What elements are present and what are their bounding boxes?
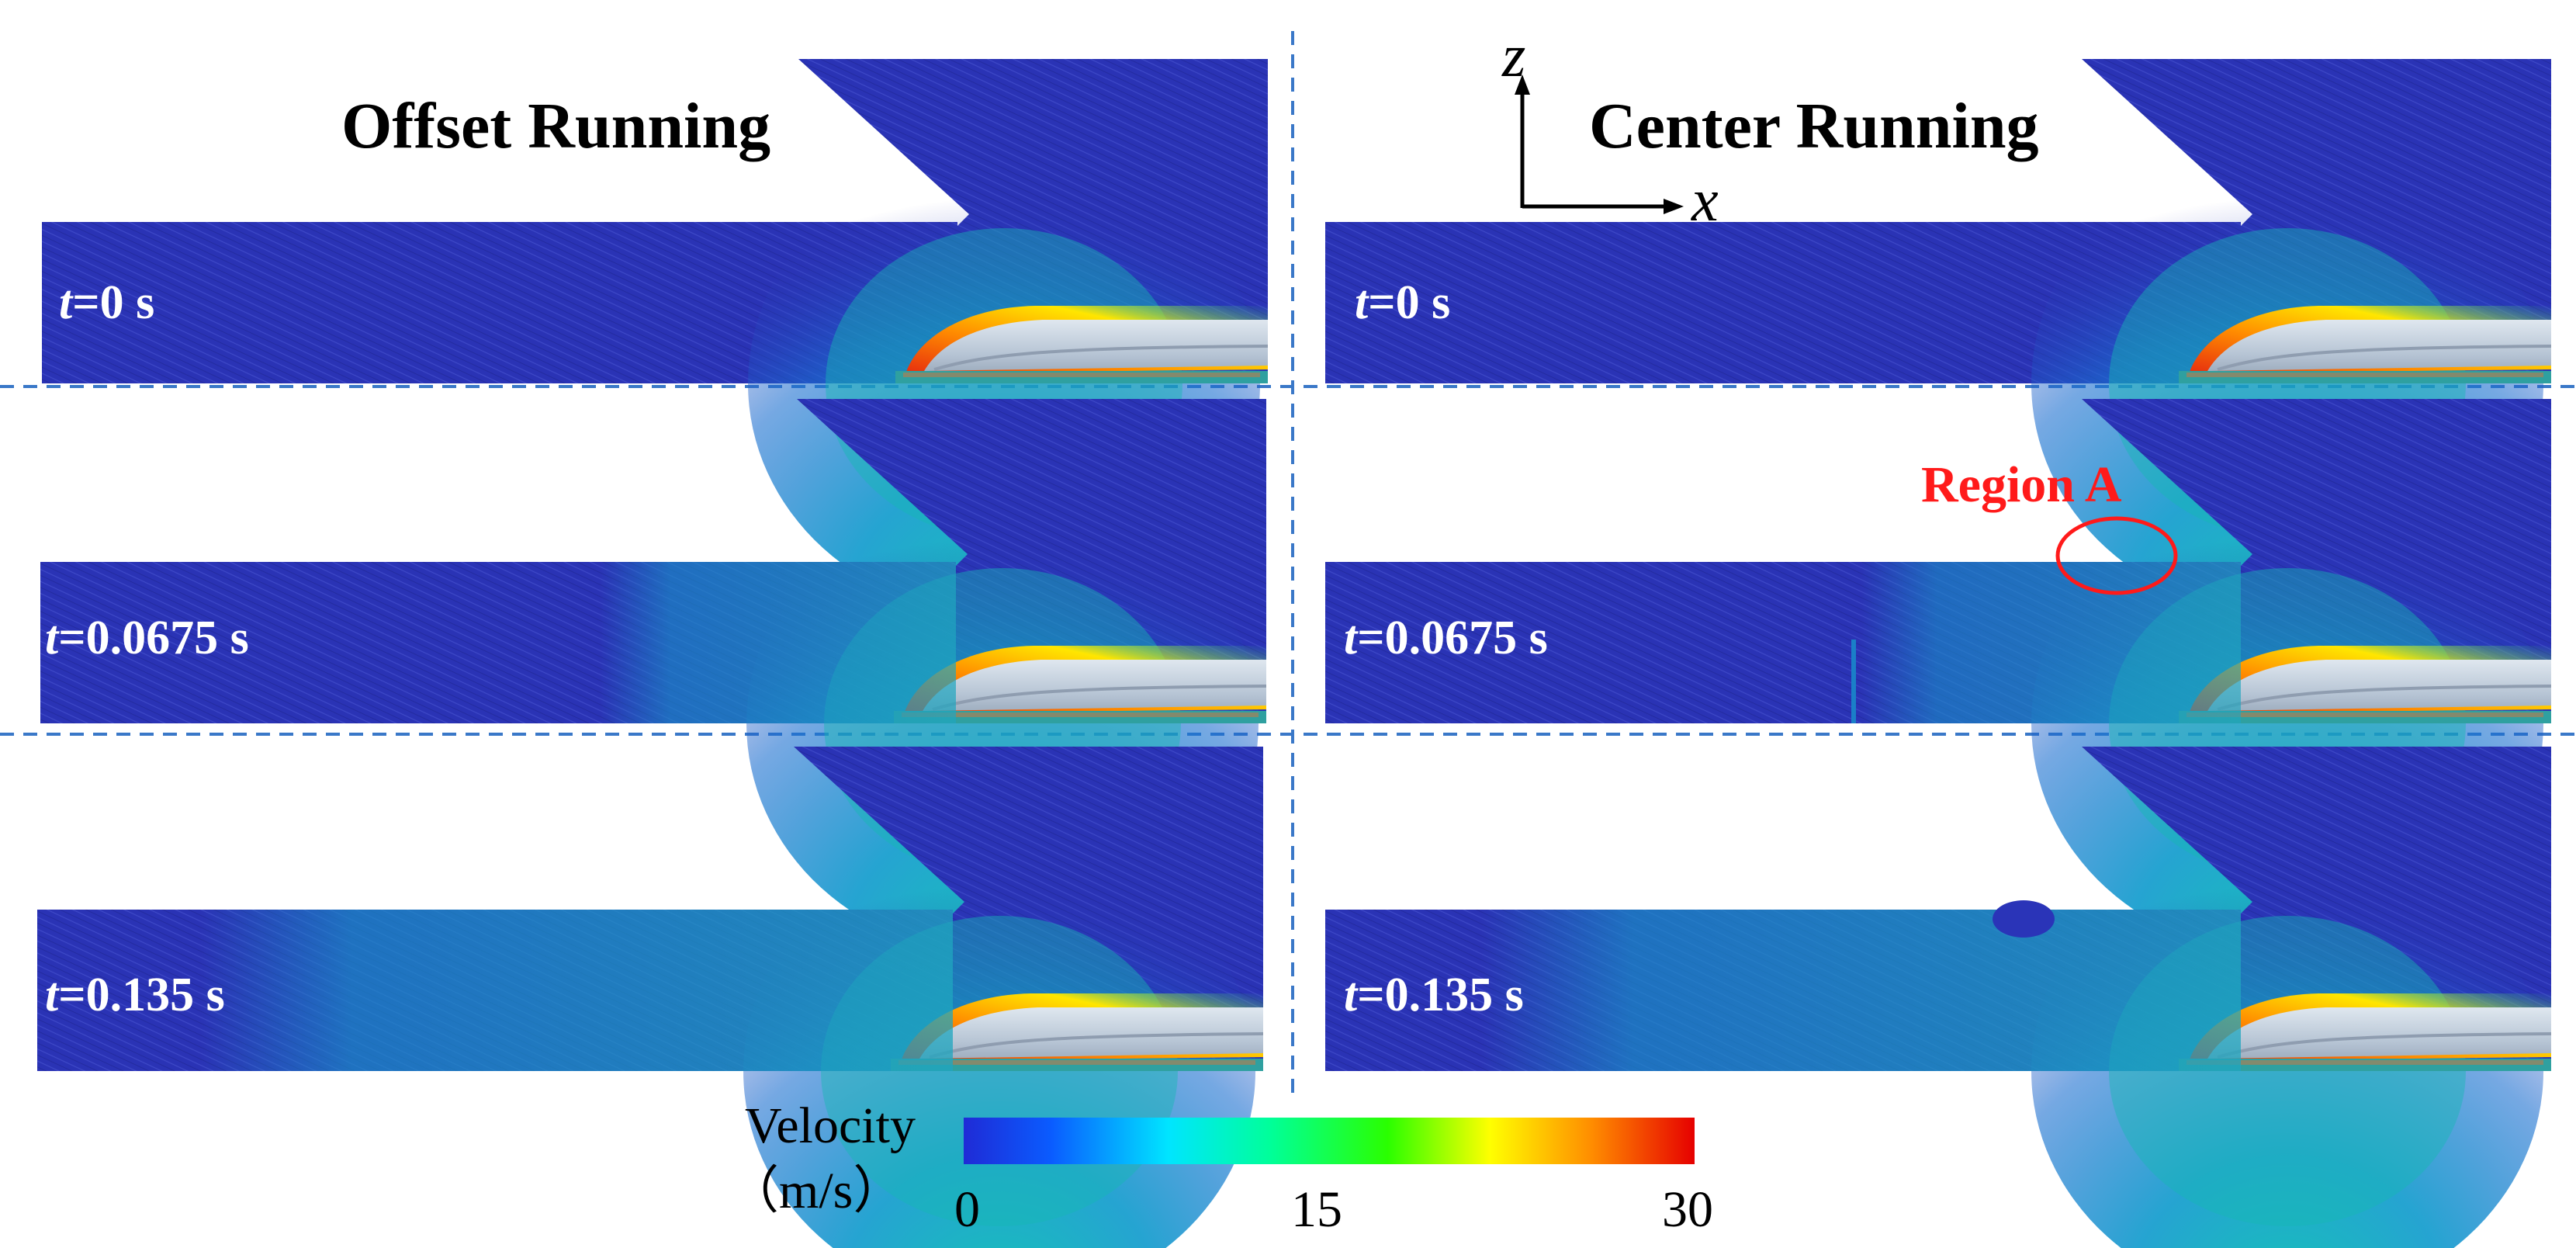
colorbar-tick-mid: 15: [1291, 1181, 1342, 1238]
colorbar-tick-max: 30: [1662, 1181, 1713, 1238]
offset-time-2: t=0.135 s: [45, 969, 225, 1021]
center-time-1: t=0.0675 s: [1344, 612, 1548, 664]
offset-panel-t1: [39, 397, 1268, 958]
offset-title: Offset Running: [341, 90, 770, 162]
colorbar-unit: （m/s）: [728, 1163, 904, 1219]
time-labels: t=0 s t=0.0675 s t=0.135 s t=0 s t=0.067…: [45, 276, 1548, 1021]
center-time-0: t=0 s: [1355, 276, 1450, 329]
center-title: Center Running: [1589, 90, 2039, 162]
colorbar-gradient: [964, 1118, 1695, 1164]
offset-time-1: t=0.0675 s: [45, 612, 249, 664]
x-axis-label: x: [1691, 166, 1719, 234]
colorbar-title: Velocity: [745, 1097, 916, 1154]
region-a-label: Region A: [1921, 456, 2122, 513]
offset-time-0: t=0 s: [59, 276, 154, 329]
z-axis-label: z: [1501, 22, 1525, 89]
axes-indicator: z x: [1501, 22, 1719, 234]
region-a-annotation: Region A: [1921, 456, 2178, 595]
region-a-circle: [2055, 516, 2178, 595]
center-panel-t1: [1324, 397, 2553, 958]
center-panel-t2: [1324, 745, 2553, 1248]
offset-panel-t2: [36, 745, 1265, 1248]
colorbar: Velocity （m/s） 0 15 30: [728, 1097, 1713, 1238]
colorbar-tick-min: 0: [954, 1181, 980, 1238]
center-time-2: t=0.135 s: [1344, 969, 1524, 1021]
